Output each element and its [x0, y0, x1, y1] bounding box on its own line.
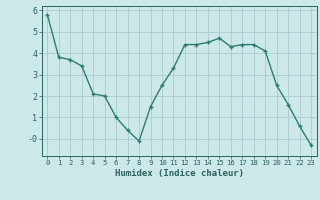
X-axis label: Humidex (Indice chaleur): Humidex (Indice chaleur) — [115, 169, 244, 178]
